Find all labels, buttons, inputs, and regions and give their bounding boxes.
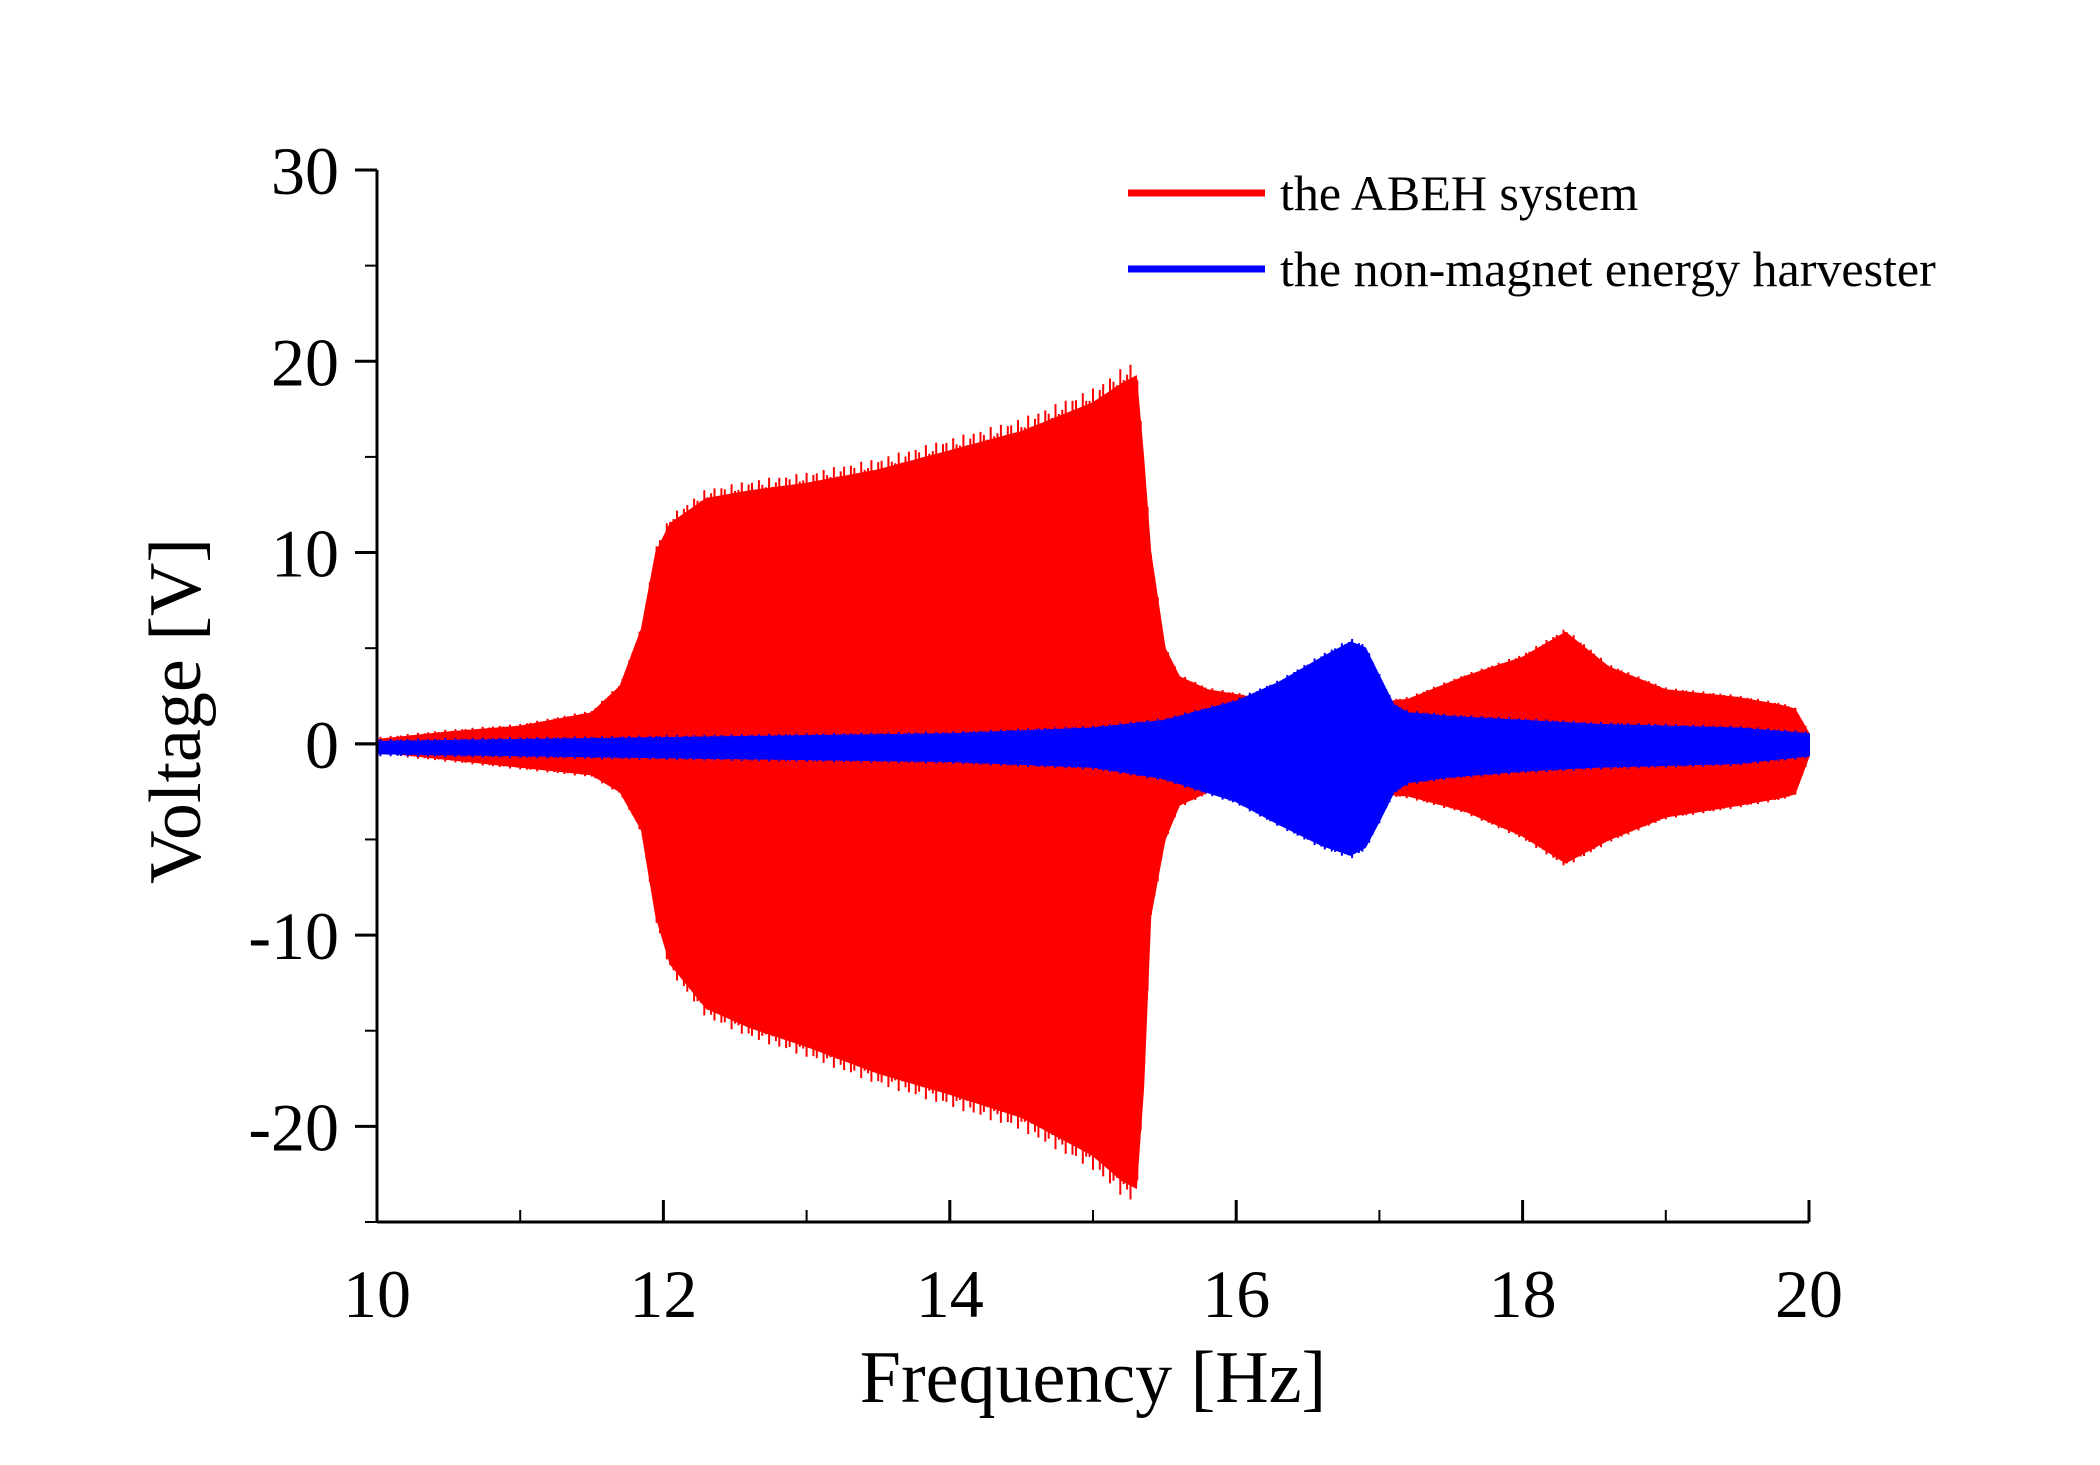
x-axis-title: Frequency [Hz] <box>860 1337 1326 1419</box>
y-tick-label: -20 <box>248 1089 339 1165</box>
x-tick-label: 14 <box>916 1256 984 1332</box>
x-tick-label: 20 <box>1775 1256 1843 1332</box>
legend-label: the ABEH system <box>1280 165 1638 221</box>
x-tick-label: 10 <box>343 1256 411 1332</box>
y-tick-label: 10 <box>271 516 339 592</box>
y-tick-label: 20 <box>271 324 339 400</box>
tick-labels: 10 12 14 16 18 20 -20 -10 0 10 20 30 <box>248 133 1843 1332</box>
legend-item: the non-magnet energy harvester <box>1128 241 1936 297</box>
legend-item: the ABEH system <box>1128 165 1638 221</box>
ticks <box>355 168 1811 1223</box>
series-abeh-system <box>376 364 1810 1200</box>
series-bands <box>376 364 1810 1200</box>
y-axis-title: Voltage [V] <box>135 538 217 884</box>
y-tick-label: 0 <box>305 707 339 783</box>
x-tick-label: 12 <box>629 1256 697 1332</box>
y-tick-label: 30 <box>271 133 339 209</box>
x-tick-label: 16 <box>1202 1256 1270 1332</box>
legend-label: the non-magnet energy harvester <box>1280 241 1936 297</box>
legend: the ABEH system the non-magnet energy har… <box>1128 165 1936 297</box>
x-tick-label: 18 <box>1489 1256 1557 1332</box>
y-tick-label: -10 <box>248 898 339 974</box>
